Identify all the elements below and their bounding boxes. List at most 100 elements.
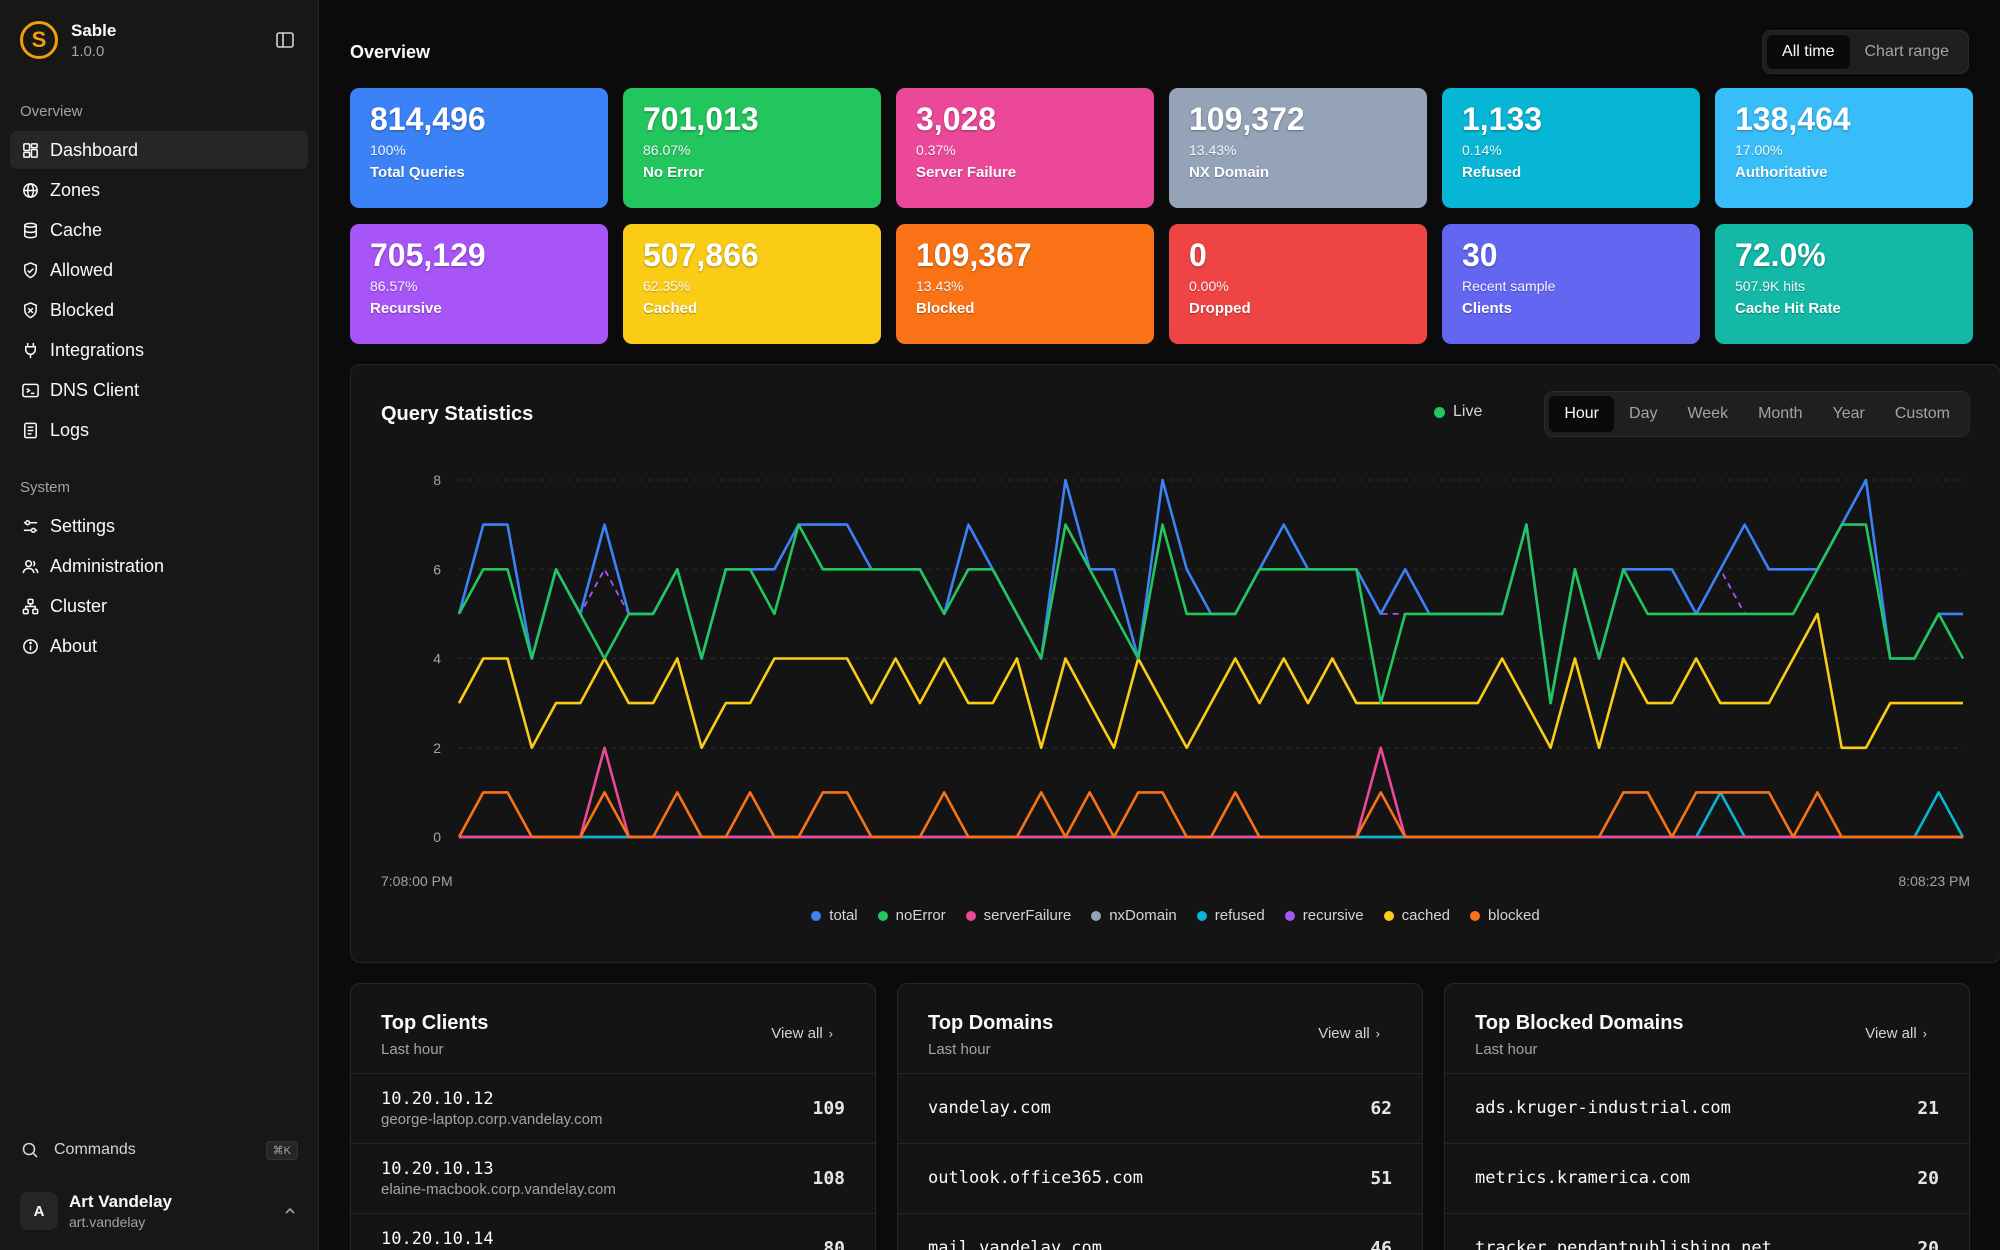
top-blocked-title: Top Blocked Domains	[1475, 1012, 1684, 1034]
stat-value: 109,372	[1189, 101, 1305, 137]
tab-day[interactable]: Day	[1629, 405, 1658, 422]
stat-value: 701,013	[643, 101, 759, 137]
legend-dot-icon	[1470, 910, 1481, 921]
series-line-noerror	[457, 523, 1965, 705]
blocked-domain-name: ads.kruger-industrial.com	[1475, 1098, 1731, 1118]
tab-week[interactable]: Week	[1687, 405, 1729, 422]
sidebar-item-integrations[interactable]: Integrations	[10, 331, 308, 369]
stat-sub: 13.43%	[916, 278, 964, 295]
stat-value: 72.0%	[1735, 237, 1826, 273]
tab-custom[interactable]: Custom	[1894, 405, 1950, 422]
client-count: 80	[823, 1238, 845, 1250]
stat-value: 109,367	[916, 237, 1032, 273]
sidebar-item-blocked[interactable]: Blocked	[10, 291, 308, 329]
stat-value: 138,464	[1735, 101, 1851, 137]
stat-value: 705,129	[370, 237, 486, 273]
network-icon	[20, 596, 40, 616]
sidebar-item-zones[interactable]: Zones	[10, 171, 308, 209]
sidebar-toggle-icon[interactable]	[275, 30, 295, 50]
sidebar-item-label: Cluster	[50, 595, 108, 616]
sidebar-item-dashboard[interactable]: Dashboard	[10, 131, 308, 169]
sidebar-item-label: Administration	[50, 555, 165, 576]
chevron-up-icon[interactable]	[282, 1203, 298, 1219]
tab-hour[interactable]: Hour	[1549, 396, 1615, 432]
stat-card-server-failure[interactable]: 3,028 0.37% Server Failure	[896, 88, 1154, 208]
user-handle: art.vandelay	[69, 1214, 146, 1230]
user-menu[interactable]: A Art Vandelay art.vandelay	[10, 1183, 308, 1239]
table-row[interactable]: 10.20.10.12 george-laptop.corp.vandelay.…	[351, 1074, 875, 1144]
legend-dot-icon	[1196, 910, 1207, 921]
y-tick-label: 2	[433, 740, 441, 756]
legend-label: nxDomain	[1109, 907, 1177, 924]
table-row[interactable]: vandelay.com 62	[898, 1074, 1422, 1144]
stat-card-no-error[interactable]: 701,013 86.07% No Error	[623, 88, 881, 208]
table-row[interactable]: metrics.kramerica.com 20	[1445, 1144, 1969, 1214]
search-icon	[20, 1140, 40, 1160]
stat-card-authoritative[interactable]: 138,464 17.00% Authoritative	[1715, 88, 1973, 208]
y-tick-label: 0	[433, 829, 441, 845]
stat-label: Clients	[1462, 300, 1513, 318]
stat-sub: 100%	[370, 142, 406, 159]
avatar: A	[20, 1192, 58, 1230]
legend-item-noerror[interactable]: noError	[877, 907, 946, 924]
sidebar-item-cache[interactable]: Cache	[10, 211, 308, 249]
tab-month[interactable]: Month	[1758, 405, 1803, 422]
legend-item-refused[interactable]: refused	[1196, 907, 1265, 924]
legend-item-serverfailure[interactable]: serverFailure	[965, 907, 1071, 924]
brand[interactable]: S Sable 1.0.0	[0, 0, 318, 80]
stat-value: 3,028	[916, 101, 997, 137]
brand-name: Sable	[71, 20, 117, 40]
stat-card-blocked[interactable]: 109,367 13.43% Blocked	[896, 224, 1154, 344]
sidebar-item-dns-client[interactable]: DNS Client	[10, 371, 308, 409]
period-tabs: Hour Day Week Month Year Custom	[1544, 391, 1970, 437]
nav-overview-list: Dashboard Zones Cache Allowed Blocked In…	[0, 131, 318, 449]
stat-label: No Error	[643, 164, 704, 182]
stat-card-cache-hit-rate[interactable]: 72.0% 507.9K hits Cache Hit Rate	[1715, 224, 1973, 344]
table-row[interactable]: 10.20.10.14 80	[351, 1214, 875, 1250]
sidebar-item-label: Blocked	[50, 299, 115, 320]
stat-sub: 86.57%	[370, 278, 418, 295]
top-blocked-view-all-link[interactable]: View all ›	[1865, 1025, 1927, 1042]
nav-group-overview: Overview	[20, 102, 83, 120]
top-clients-view-all-link[interactable]: View all ›	[771, 1025, 833, 1042]
shield-x-icon	[20, 300, 40, 320]
stat-card-nx-domain[interactable]: 109,372 13.43% NX Domain	[1169, 88, 1427, 208]
table-row[interactable]: mail.vandelay.com 46	[898, 1214, 1422, 1250]
live-indicator[interactable]: Live	[1434, 403, 1482, 421]
stat-card-clients[interactable]: 30 Recent sample Clients	[1442, 224, 1700, 344]
user-name: Art Vandelay	[69, 1192, 172, 1211]
sidebar-item-administration[interactable]: Administration	[10, 547, 308, 585]
sidebar-item-allowed[interactable]: Allowed	[10, 251, 308, 289]
sidebar-item-settings[interactable]: Settings	[10, 507, 308, 545]
commands-button[interactable]: Commands ⌘K	[10, 1132, 308, 1168]
legend-dot-icon	[1284, 910, 1295, 921]
legend-dot-icon	[877, 910, 888, 921]
stat-card-cached[interactable]: 507,866 62.35% Cached	[623, 224, 881, 344]
stat-card-total-queries[interactable]: 814,496 100% Total Queries	[350, 88, 608, 208]
table-row[interactable]: ads.kruger-industrial.com 21	[1445, 1074, 1969, 1144]
legend-item-total[interactable]: total	[811, 907, 858, 924]
stat-card-dropped[interactable]: 0 0.00% Dropped	[1169, 224, 1427, 344]
tab-year[interactable]: Year	[1832, 405, 1865, 422]
sidebar-item-cluster[interactable]: Cluster	[10, 587, 308, 625]
sidebar-item-logs[interactable]: Logs	[10, 411, 308, 449]
legend-item-recursive[interactable]: recursive	[1284, 907, 1364, 924]
stat-card-refused[interactable]: 1,133 0.14% Refused	[1442, 88, 1700, 208]
blocked-domain-count: 20	[1917, 1168, 1939, 1189]
top-domains-view-all-link[interactable]: View all ›	[1318, 1025, 1380, 1042]
domain-name: outlook.office365.com	[928, 1168, 1143, 1188]
legend-item-blocked[interactable]: blocked	[1470, 907, 1540, 924]
range-chart-range-button[interactable]: Chart range	[1864, 43, 1950, 60]
stat-card-recursive[interactable]: 705,129 86.57% Recursive	[350, 224, 608, 344]
stat-label: Refused	[1462, 164, 1522, 182]
legend-label: recursive	[1302, 907, 1364, 924]
view-all-label: View all	[771, 1025, 823, 1042]
sidebar-item-about[interactable]: About	[10, 627, 308, 665]
series-line-cached	[457, 612, 1963, 750]
legend-item-cached[interactable]: cached	[1383, 907, 1450, 924]
table-row[interactable]: 10.20.10.13 elaine-macbook.corp.vandelay…	[351, 1144, 875, 1214]
legend-item-nxdomain[interactable]: nxDomain	[1091, 907, 1177, 924]
table-row[interactable]: tracker.pendantpublishing.net 20	[1445, 1214, 1969, 1250]
range-all-time-button[interactable]: All time	[1767, 35, 1850, 69]
table-row[interactable]: outlook.office365.com 51	[898, 1144, 1422, 1214]
